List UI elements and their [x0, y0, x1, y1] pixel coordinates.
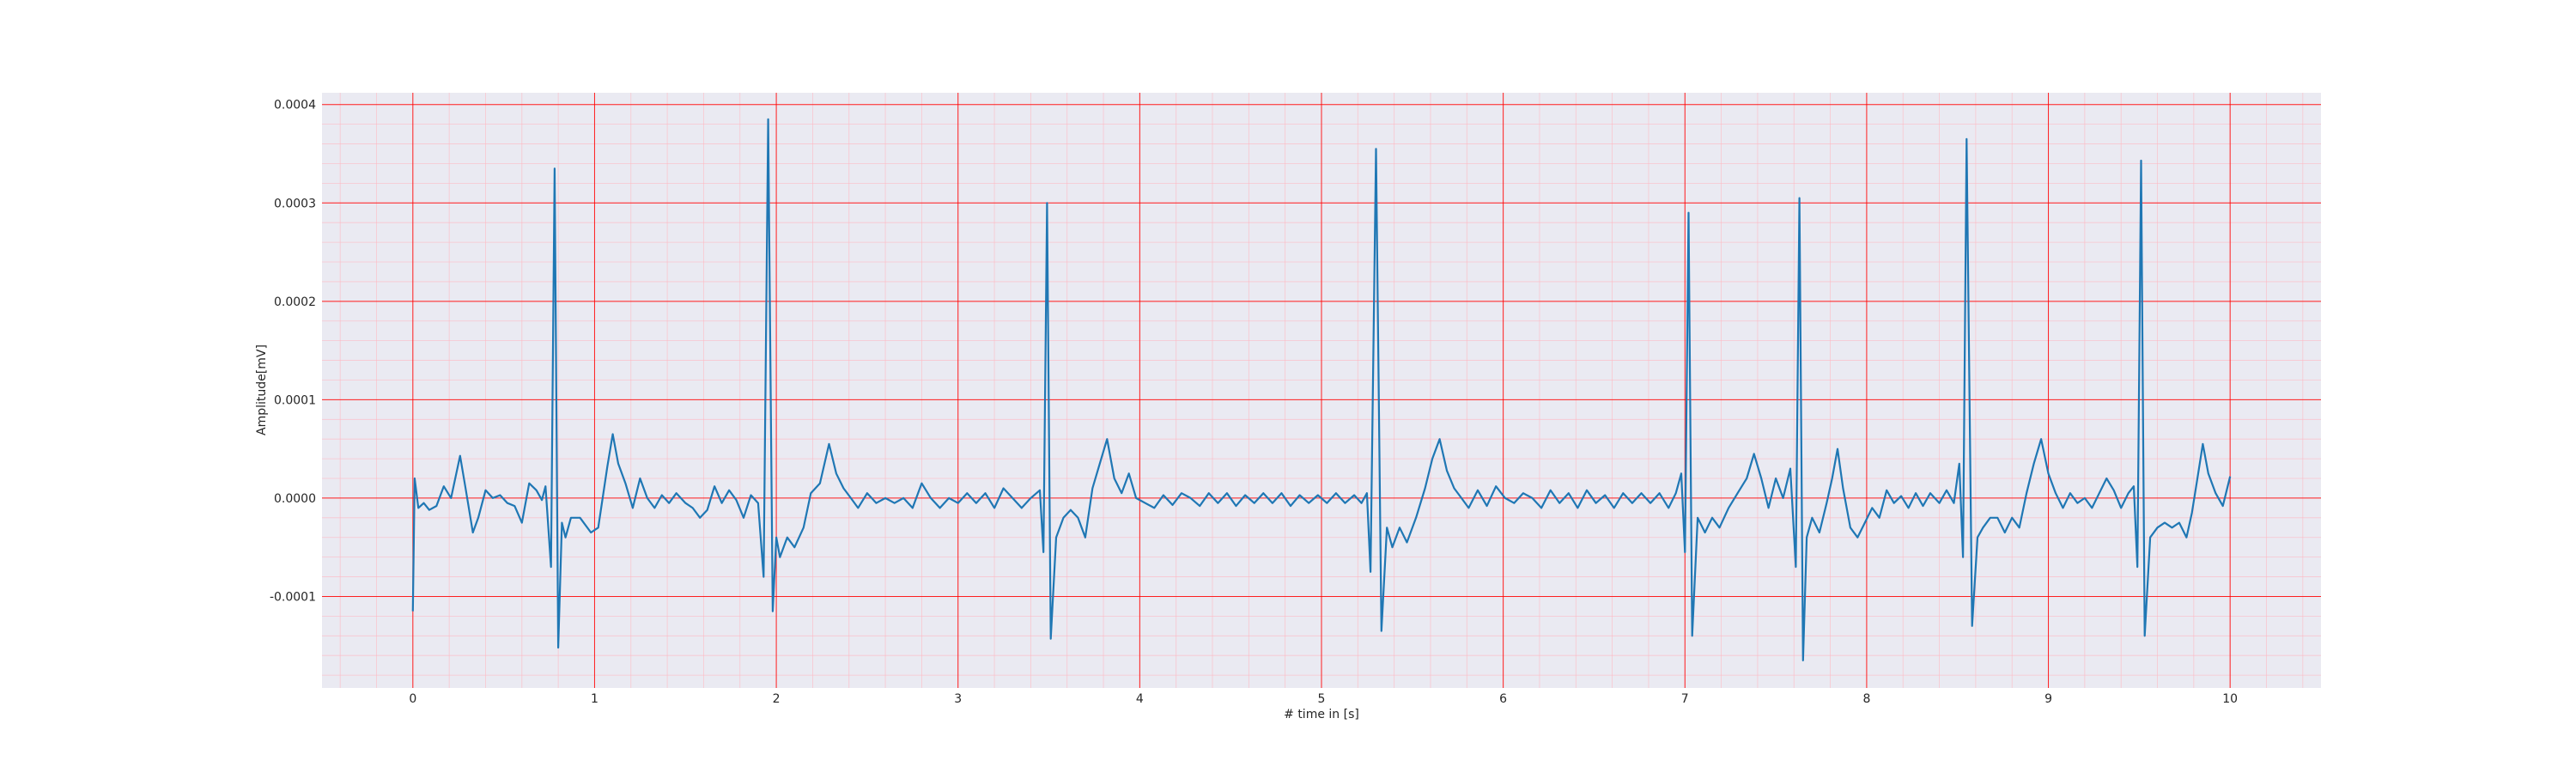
y-tick-label: 0.0004 — [274, 99, 316, 113]
x-tick-label: 0 — [409, 692, 416, 706]
x-tick-label: 10 — [2222, 692, 2238, 706]
y-tick-label: 0.0002 — [274, 295, 316, 309]
x-axis-label: # time in [s] — [1284, 708, 1359, 721]
x-tick-label: 7 — [1681, 692, 1689, 706]
ecg-series-line — [411, 118, 2232, 661]
y-tick-label: 0.0000 — [274, 492, 316, 506]
series-layer — [411, 118, 2232, 661]
x-tick-label: 6 — [1499, 692, 1507, 706]
y-axis-label: Amplitude[mV] — [255, 344, 269, 435]
y-tick-label: 0.0001 — [274, 393, 316, 407]
y-tick-label: -0.0001 — [270, 590, 316, 604]
x-tick-label: 1 — [591, 692, 598, 706]
x-tick-label: 8 — [1862, 692, 1870, 706]
x-tick-label: 5 — [1318, 692, 1326, 706]
x-tick-label: 3 — [954, 692, 962, 706]
x-tick-labels: 0 1 2 3 4 5 6 7 8 9 10 — [409, 692, 2238, 706]
y-tick-labels: -0.0001 0.0000 0.0001 0.0002 0.0003 0.0004 — [270, 99, 316, 605]
x-tick-label: 4 — [1136, 692, 1144, 706]
y-tick-label: 0.0003 — [274, 197, 316, 210]
x-tick-label: 2 — [773, 692, 781, 706]
x-tick-label: 9 — [2044, 692, 2052, 706]
